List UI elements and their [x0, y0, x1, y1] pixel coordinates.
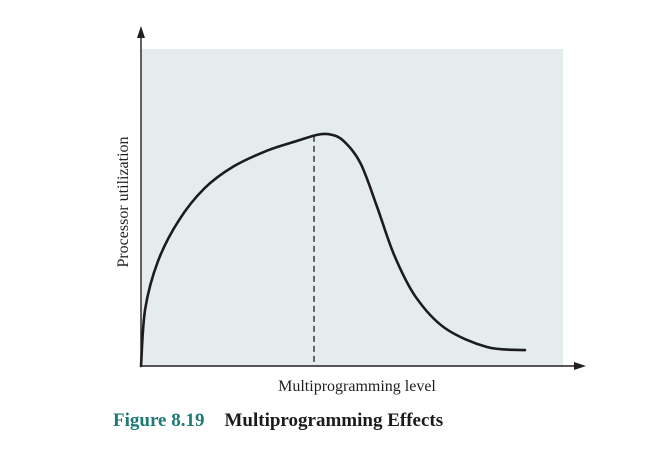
y-axis-label: Processor utilization	[115, 136, 132, 267]
y-axis-arrowhead	[137, 26, 145, 38]
axes-layer	[137, 26, 586, 370]
utilization-curve	[139, 132, 527, 368]
x-axis-label: Multiprogramming level	[278, 378, 436, 395]
x-axis-arrowhead	[574, 362, 586, 370]
figure-number: Figure 8.19	[113, 410, 205, 431]
plot-background	[141, 49, 563, 366]
figure-caption: Figure 8.19 Multiprogramming Effects	[113, 410, 443, 432]
figure-title: Multiprogramming Effects	[224, 410, 444, 431]
series-layer	[139, 132, 527, 368]
